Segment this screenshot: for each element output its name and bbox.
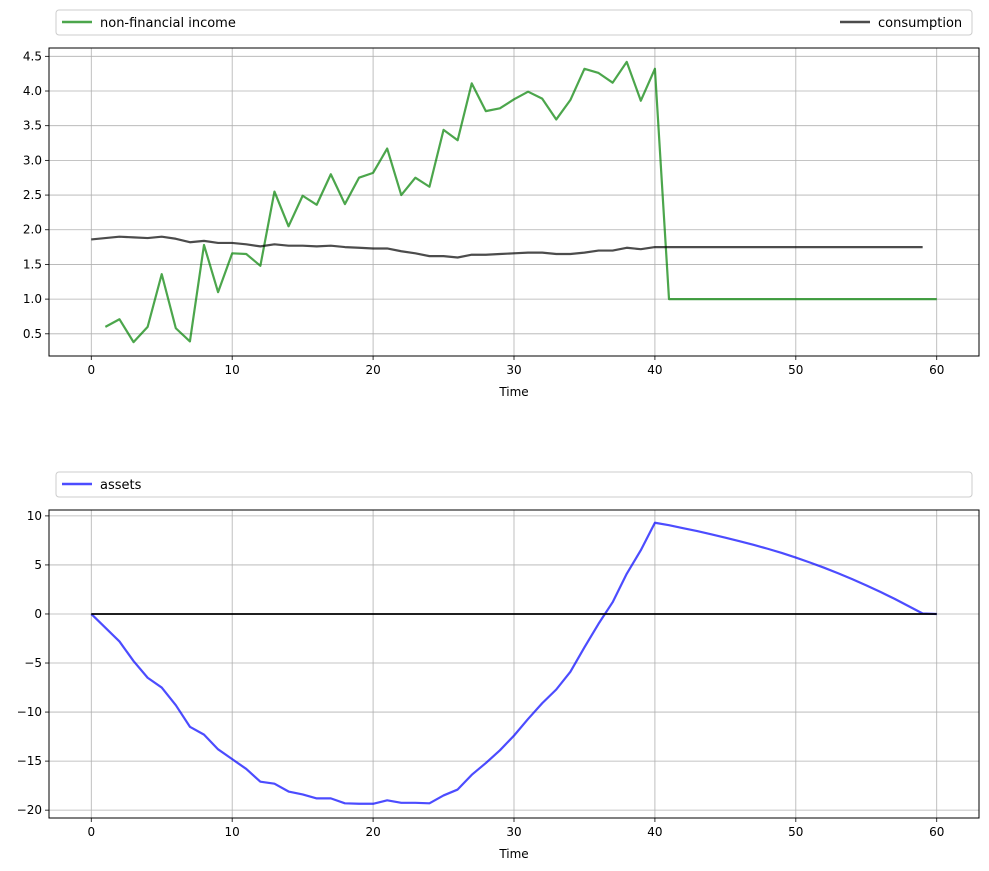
bottom-ticks: 0 10 20 30 40 50 60 −20 −15 −10 −5 0 5 10 (17, 509, 945, 839)
x-tick-label: 20 (365, 825, 380, 839)
series-line-income (104, 60, 937, 344)
y-tick-label: 0.5 (23, 327, 42, 341)
x-tick-label: 60 (929, 363, 944, 377)
bottom-lines (90, 521, 937, 805)
bottom-grid (49, 510, 979, 818)
x-tick-label: 30 (506, 363, 521, 377)
x-tick-label: 0 (87, 363, 95, 377)
y-tick-label: −20 (17, 803, 42, 817)
series-line-consumption (91, 235, 923, 259)
x-tick-label: 40 (647, 363, 662, 377)
y-tick-label: −15 (17, 754, 42, 768)
y-tick-label: 2.0 (23, 223, 42, 237)
y-tick-label: −5 (24, 656, 42, 670)
bottom-legend-frame (55, 471, 973, 498)
top-lines (91, 60, 937, 344)
y-tick-label: 1.5 (23, 257, 42, 271)
y-tick-label: 3.0 (23, 153, 42, 167)
y-tick-label: 4.0 (23, 84, 42, 98)
y-tick-label: 5 (34, 558, 42, 572)
top-x-axis-label: Time (498, 385, 528, 399)
legend-label-income: non-financial income (100, 16, 236, 31)
top-legend-frame (55, 9, 973, 36)
y-tick-label: 0 (34, 607, 42, 621)
bottom-x-axis-label: Time (498, 847, 528, 861)
y-tick-label: 4.5 (23, 49, 42, 63)
chart-assets: assets 0 10 20 30 40 50 60 −20 −15 −10 −5 0 5 10 Time (17, 471, 980, 861)
y-tick-label: −10 (17, 705, 42, 719)
legend-label-assets: assets (100, 478, 142, 493)
x-tick-label: 50 (788, 825, 803, 839)
x-tick-label: 40 (647, 825, 662, 839)
y-tick-label: 2.5 (23, 188, 42, 202)
top-grid (49, 48, 979, 356)
x-tick-label: 30 (506, 825, 521, 839)
x-tick-label: 20 (365, 363, 380, 377)
chart-income-consumption: non-financial income consumption 0 10 20 30… (23, 9, 980, 399)
series-line-assets (90, 521, 937, 805)
y-tick-label: 10 (27, 509, 42, 523)
top-legend: non-financial income consumption (55, 9, 973, 36)
bottom-legend: assets (55, 471, 973, 498)
top-ticks: 0 10 20 30 40 50 60 0.5 1.0 1.5 2.0 2.5 3.0 3.5 4.0 4.5 (23, 49, 944, 377)
x-tick-label: 60 (929, 825, 944, 839)
legend-label-consumption: consumption (878, 16, 962, 31)
x-tick-label: 10 (225, 363, 240, 377)
y-tick-label: 1.0 (23, 292, 42, 306)
x-tick-label: 0 (87, 825, 95, 839)
y-tick-label: 3.5 (23, 119, 42, 133)
x-tick-label: 50 (788, 363, 803, 377)
x-tick-label: 10 (225, 825, 240, 839)
